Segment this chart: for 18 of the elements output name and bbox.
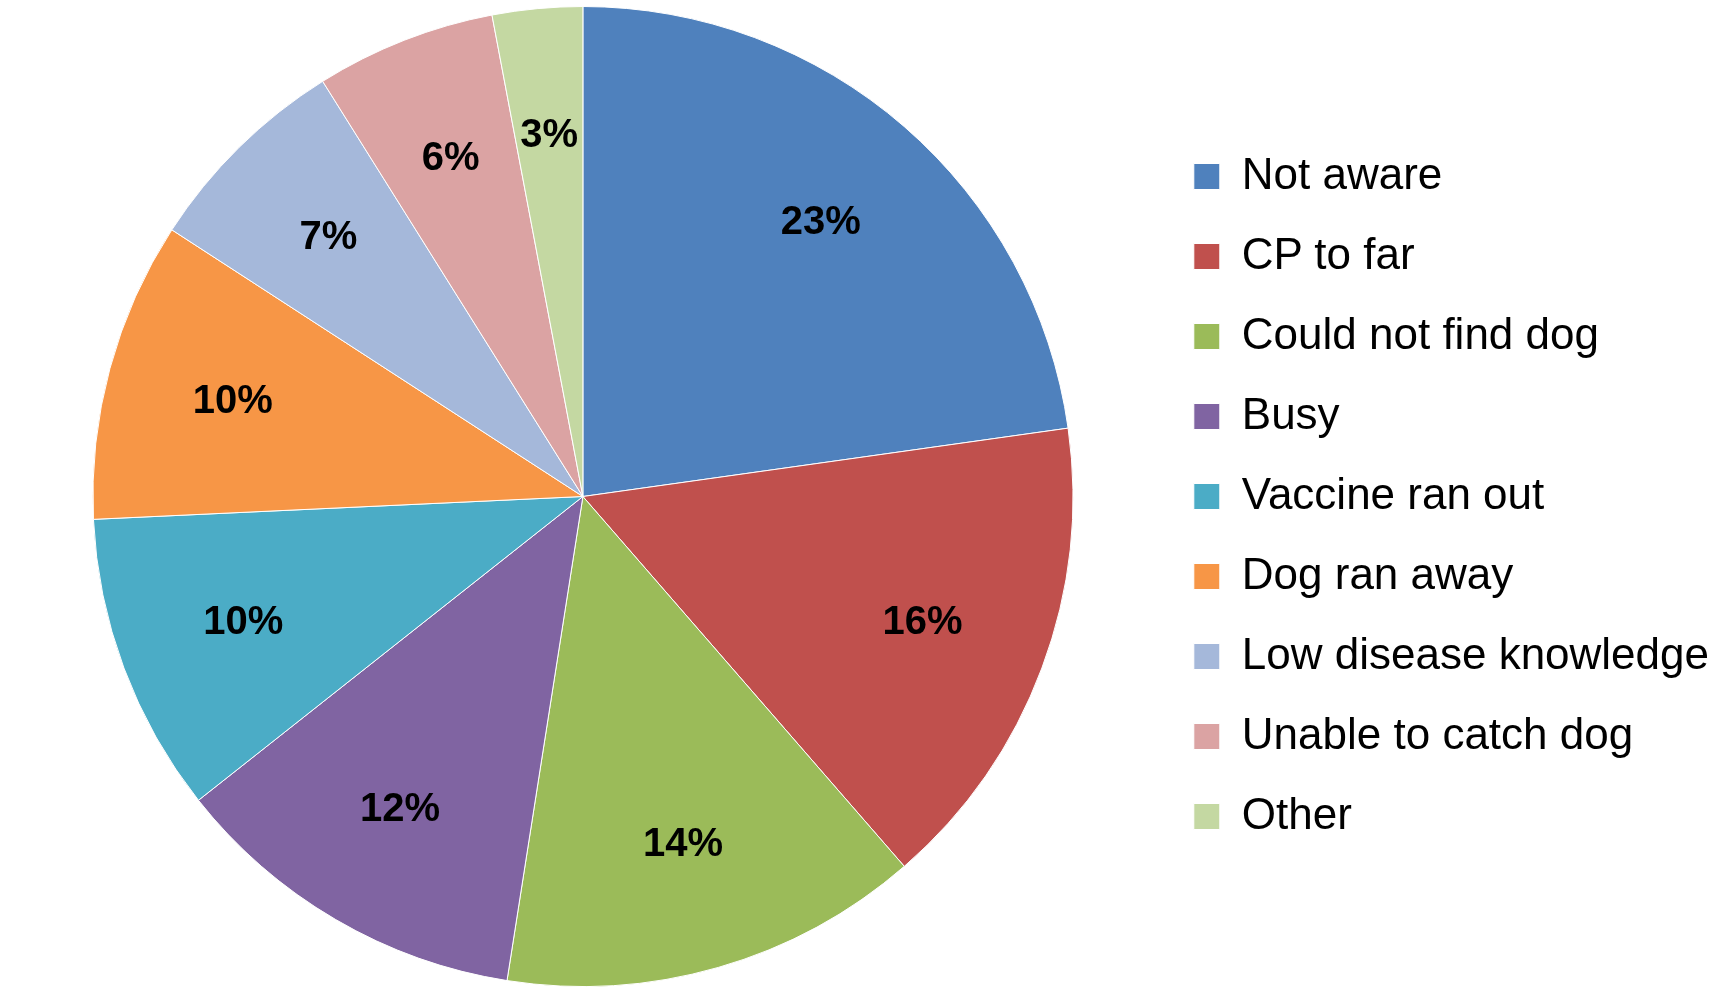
data-label: 7% [299, 213, 358, 258]
legend-label: Unable to catch dog [1241, 708, 1634, 758]
legend-label: Not aware [1241, 148, 1443, 198]
legend-label: Other [1241, 788, 1352, 838]
legend-label: CP to far [1241, 228, 1415, 278]
data-label: 14% [643, 820, 724, 865]
legend-label: Vaccine ran out [1241, 468, 1545, 518]
legend-label: Low disease knowledge [1241, 628, 1709, 678]
data-label: 3% [520, 110, 579, 155]
data-label: 16% [882, 598, 963, 643]
legend-label: Dog ran away [1241, 548, 1514, 598]
data-label: 23% [780, 197, 861, 242]
legend-label: Busy [1241, 388, 1340, 438]
data-label: 10% [192, 376, 273, 421]
data-label: 12% [359, 784, 441, 829]
legend-label: Could not find dog [1241, 308, 1599, 358]
data-label: 10% [203, 598, 284, 643]
data-label: 6% [421, 133, 480, 178]
